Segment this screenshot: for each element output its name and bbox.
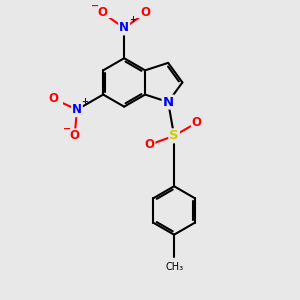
Text: S: S — [169, 129, 179, 142]
Text: N: N — [72, 103, 82, 116]
Text: CH₃: CH₃ — [165, 262, 183, 272]
Text: O: O — [141, 6, 151, 20]
Text: +: + — [129, 15, 136, 24]
Text: O: O — [192, 116, 202, 129]
Text: N: N — [119, 22, 129, 34]
Text: O: O — [70, 129, 80, 142]
Text: O: O — [145, 138, 154, 151]
Text: +: + — [82, 97, 88, 106]
Text: −: − — [63, 124, 71, 134]
Text: −: − — [91, 1, 100, 11]
Text: N: N — [163, 95, 174, 109]
Text: O: O — [98, 6, 108, 20]
Text: O: O — [48, 92, 58, 105]
